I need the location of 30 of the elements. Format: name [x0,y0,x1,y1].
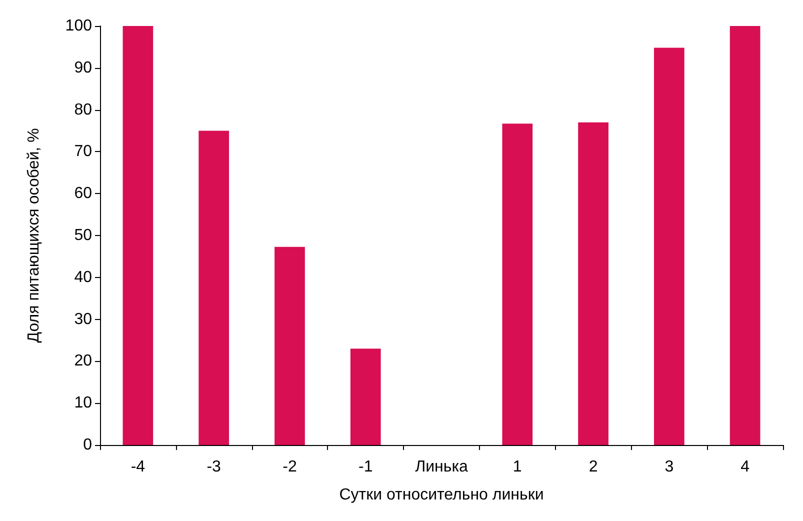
y-tick-label: 0 [83,436,92,454]
y-tick-label: 80 [74,101,92,118]
y-tick-label: 60 [74,185,92,202]
x-tick-label: 1 [512,458,522,476]
x-tick-label: Линька [415,458,468,476]
x-tick-label: 3 [664,458,674,476]
bar [502,124,533,445]
y-tick-label: 10 [74,394,92,412]
bar [198,130,230,445]
y-tick-label: 50 [74,227,92,244]
y-tick-label: 20 [74,352,92,370]
bar [578,122,608,445]
y-tick-label: 100 [65,18,92,34]
x-tick-label: -4 [130,458,146,476]
bar [122,26,154,445]
y-axis-title: Доля питающихся особей, % [26,128,42,343]
y-tick-label: 40 [74,268,92,286]
y-tick-label: 30 [74,310,92,328]
x-tick-label: 4 [740,458,750,476]
x-tick-label: 2 [588,458,598,476]
x-tick-label: -3 [206,458,222,476]
x-tick-label: -1 [358,458,373,476]
y-tick-label: 70 [74,143,92,160]
bar [730,26,760,445]
bar [654,48,684,445]
y-tick-label: 90 [74,59,92,76]
bar [350,348,381,445]
bar [274,246,305,445]
x-tick-label: -2 [282,458,297,476]
x-axis-title: Сутки относительно линьки [339,486,544,504]
